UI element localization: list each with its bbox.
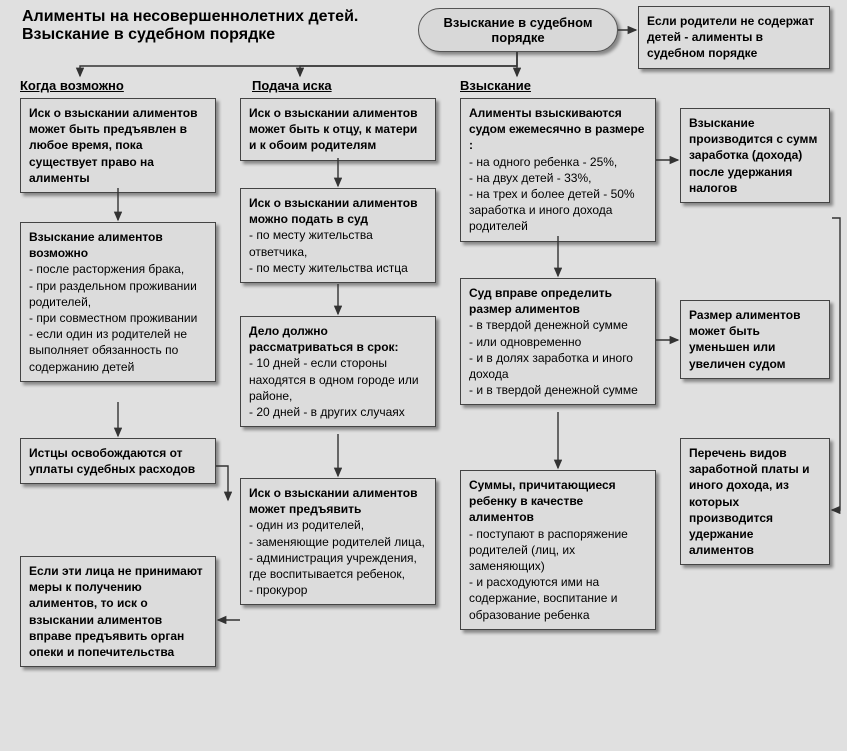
c2-box1: Иск о взыскании алиментов может быть к о… <box>240 98 436 161</box>
c2b4-i0: - один из родителей, <box>249 517 427 533</box>
c4b1-text: Взыскание производится с сумм заработка … <box>689 116 817 195</box>
c3b3-hdr: Суммы, причитающиеся ребенку в качестве … <box>469 477 647 526</box>
c4-box1: Взыскание производится с сумм заработка … <box>680 108 830 203</box>
c1b3-text: Истцы освобождаются от уплаты судебных р… <box>29 446 195 476</box>
c3-box3: Суммы, причитающиеся ребенку в качестве … <box>460 470 656 630</box>
c1-box2: Взыскание алиментов возможно - после рас… <box>20 222 216 382</box>
c1b1-text: Иск о взыскании алиментов может быть пре… <box>29 106 197 185</box>
c1-box1: Иск о взыскании алиментов может быть пре… <box>20 98 216 193</box>
col-header-1: Когда возможно <box>20 78 124 93</box>
top-right-box: Если родители не содержат детей - алимен… <box>638 6 830 69</box>
c1b2-hdr: Взыскание алиментов возможно <box>29 229 207 261</box>
c3b2-i3: - и в твердой денежной сумме <box>469 382 647 398</box>
c3b2-i0: - в твердой денежной сумме <box>469 317 647 333</box>
c4b2-text: Размер алиментов может быть уменьшен или… <box>689 308 800 371</box>
c3b2-i1: - или одновременно <box>469 334 647 350</box>
c3b2-i2: - и в долях заработка и иного дохода <box>469 350 647 382</box>
oval-line1: Взыскание в судебном <box>444 15 593 30</box>
c2b3-hdr: Дело должно рассматриваться в срок: <box>249 323 427 355</box>
c1b4-text: Если эти лица не принимают меры к получе… <box>29 564 203 659</box>
c1-box4: Если эти лица не принимают меры к получе… <box>20 556 216 667</box>
c1b2-i0: - после расторжения брака, <box>29 261 207 277</box>
title-line1: Алименты на несовершеннолетних детей. <box>22 8 402 26</box>
c3b1-i1: - на двух детей - 33%, <box>469 170 647 186</box>
col-header-3: Взыскание <box>460 78 531 93</box>
c2b3-i0: - 10 дней - если стороны находятся в одн… <box>249 355 427 404</box>
main-title: Алименты на несовершеннолетних детей. Вз… <box>22 8 402 44</box>
c3-box2: Суд вправе определить размер алиментов -… <box>460 278 656 405</box>
c2b3-i1: - 20 дней - в других случаях <box>249 404 427 420</box>
c3b1-i0: - на одного ребенка - 25%, <box>469 154 647 170</box>
c1-box3: Истцы освобождаются от уплаты судебных р… <box>20 438 216 484</box>
c2-box4: Иск о взыскании алиментов может предъяви… <box>240 478 436 605</box>
c3b1-i2: - на трех и более детей - 50% заработка … <box>469 186 647 235</box>
c4-box3: Перечень видов заработной платы и иного … <box>680 438 830 565</box>
c4-box2: Размер алиментов может быть уменьшен или… <box>680 300 830 379</box>
c2b4-i2: - администрация учреждения, где воспитыв… <box>249 550 427 582</box>
col-header-2: Подача иска <box>252 78 332 93</box>
c2b2-i1: - по месту жительства истца <box>249 260 427 276</box>
c3b2-hdr: Суд вправе определить размер алиментов <box>469 285 647 317</box>
c1b2-i3: - если один из родителей не выполняет об… <box>29 326 207 375</box>
c2-box3: Дело должно рассматриваться в срок: - 10… <box>240 316 436 427</box>
c2-box2: Иск о взыскании алиментов можно подать в… <box>240 188 436 283</box>
c2b2-hdr: Иск о взыскании алиментов можно подать в… <box>249 195 427 227</box>
c4b3-text: Перечень видов заработной платы и иного … <box>689 446 809 557</box>
c2b4-i1: - заменяющие родителей лица, <box>249 534 427 550</box>
c1b2-i1: - при раздельном проживании родителей, <box>29 278 207 310</box>
c3b3-i1: - и расходуются ими на содержание, воспи… <box>469 574 647 623</box>
c2b4-i3: - прокурор <box>249 582 427 598</box>
top-right-text: Если родители не содержат детей - алимен… <box>647 14 814 60</box>
c2b4-hdr: Иск о взыскании алиментов может предъяви… <box>249 485 427 517</box>
c2b2-i0: - по месту жительства ответчика, <box>249 227 427 259</box>
c2b1-text: Иск о взыскании алиментов может быть к о… <box>249 106 417 152</box>
oval-header: Взыскание в судебном порядке <box>418 8 618 52</box>
c3b3-i0: - поступают в распоряжение родителей (ли… <box>469 526 647 575</box>
title-line2: Взыскание в судебном порядке <box>22 26 402 44</box>
c1b2-i2: - при совместном проживании <box>29 310 207 326</box>
oval-line2: порядке <box>444 30 593 45</box>
c3-box1: Алименты взыскиваются судом ежемесячно в… <box>460 98 656 242</box>
c3b1-hdr: Алименты взыскиваются судом ежемесячно в… <box>469 105 647 154</box>
